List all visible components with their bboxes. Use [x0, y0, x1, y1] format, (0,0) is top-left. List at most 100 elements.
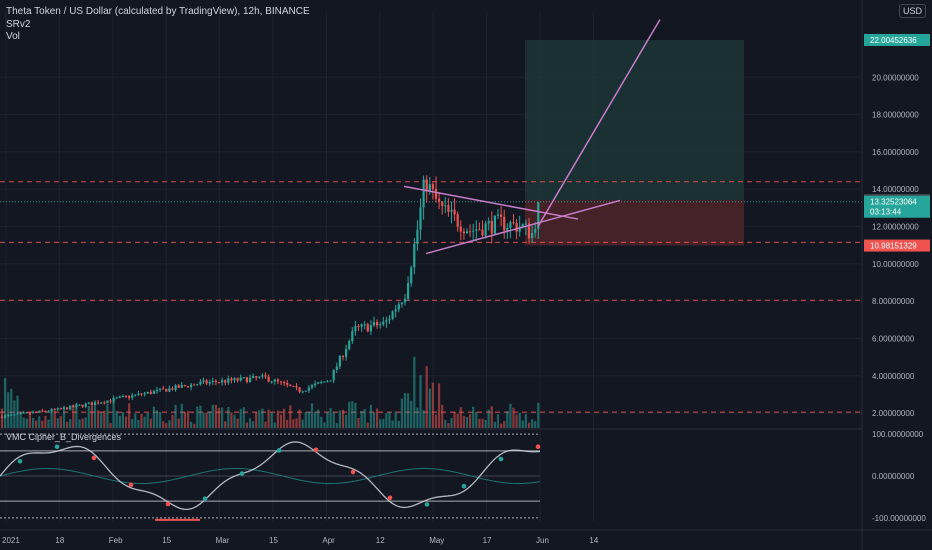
volume-bar [301, 419, 304, 428]
currency-badge[interactable]: USD [898, 4, 926, 18]
candle-body [329, 380, 332, 382]
volume-bar [354, 402, 357, 428]
candle-body [515, 222, 518, 232]
price-tick-label: 8.00000000 [872, 297, 915, 306]
candle-body [453, 209, 456, 215]
price-label-text: 03:13:44 [870, 208, 902, 217]
volume-bar [289, 405, 292, 428]
candle-body [103, 402, 106, 404]
volume-bar [314, 411, 317, 428]
price-axis[interactable]: 2.00000000 4.00000000 6.00000000 8.00000000… [861, 0, 932, 550]
candle-body [304, 390, 307, 392]
volume-bar [407, 393, 410, 428]
candle-body [159, 388, 162, 390]
candle-body [354, 325, 357, 332]
volume-bar [403, 393, 407, 428]
price-tick-label: 16.00000000 [872, 148, 919, 157]
candle-body [320, 381, 323, 383]
candle-body [295, 385, 298, 388]
indicator-srv2[interactable]: SRv2 [6, 18, 31, 30]
candle-body [140, 393, 143, 395]
volume-bar [19, 412, 22, 428]
volume-bar [41, 420, 44, 428]
volume-bar [124, 416, 128, 428]
time-tick-label: 15 [162, 536, 171, 545]
volume-bar [106, 403, 109, 428]
price-tick-label: 10.00000000 [872, 260, 919, 269]
candle-body [69, 405, 72, 410]
candle-body [214, 380, 217, 383]
candle-body [363, 324, 366, 326]
indicator-vol[interactable]: Vol [6, 31, 20, 42]
volume-bar [7, 392, 10, 428]
volume-bar [531, 419, 534, 428]
candle-body [168, 388, 171, 392]
volume-bar [227, 407, 230, 428]
candle-body [38, 410, 41, 413]
cipher-dot [128, 482, 134, 488]
candle-body [428, 184, 431, 192]
candle-body [248, 377, 252, 383]
price-tick-label: 14.00000000 [872, 185, 919, 194]
volume-bar [428, 388, 431, 428]
volume-bar [382, 418, 385, 428]
candle-body [462, 231, 465, 234]
candle-body [407, 283, 410, 299]
candle-body [134, 394, 137, 396]
candle-body [106, 400, 109, 403]
candle-body [323, 381, 326, 383]
volume-bar [72, 405, 75, 428]
volume-bar [31, 417, 35, 428]
volume-bar [506, 411, 509, 428]
volume-bar [509, 403, 512, 428]
volume-bar [462, 416, 465, 428]
candle-body [434, 188, 438, 199]
volume-bar [208, 411, 211, 428]
time-axis[interactable]: 2021 18 Feb 15 Mar 15 Apr 12 May 17 Jun 14 [0, 529, 932, 545]
volume-bar [239, 408, 242, 428]
candle-body [7, 415, 10, 417]
volume-bar [28, 412, 31, 428]
volume-bar [143, 416, 146, 428]
price-tick-label: 12.00000000 [872, 223, 919, 232]
volume-bar [537, 402, 540, 428]
candle-body [478, 229, 481, 231]
volume-bar [267, 409, 270, 428]
candle-body [118, 396, 121, 398]
candle-body [180, 385, 183, 388]
candle-body [524, 223, 527, 225]
stop-zone [525, 200, 744, 246]
volume-bar [345, 415, 348, 428]
candle-body [0, 416, 4, 418]
volume-bar [323, 422, 326, 428]
candle-body [487, 220, 490, 224]
candle-body [143, 393, 146, 395]
volume-bar [450, 418, 453, 428]
candle-body [410, 267, 413, 284]
trendlines [403, 19, 661, 255]
candle-body [376, 321, 379, 326]
candle-body [397, 304, 400, 310]
cipher-b-title[interactable]: VMC Cipher_B_Divergences [6, 432, 122, 442]
volume-bar [211, 404, 214, 428]
candle-body [348, 341, 351, 350]
volume-bar [171, 414, 174, 428]
volume-bar [4, 378, 7, 428]
volume-bar [183, 412, 186, 428]
candle-body [283, 381, 286, 384]
candle-body [221, 380, 224, 383]
volume-bar [397, 420, 400, 428]
candle-body [224, 380, 227, 383]
candle-body [307, 387, 310, 391]
volume-bar [348, 401, 351, 428]
volume-bar [304, 411, 307, 428]
volume-bar [174, 404, 177, 428]
volume-bar [25, 418, 28, 428]
volume-bar [484, 419, 487, 428]
cipher-dot [387, 495, 393, 501]
volume-bar [146, 412, 149, 428]
symbol-title[interactable]: Theta Token / US Dollar (calculated by T… [6, 6, 310, 17]
candle-body [233, 378, 236, 381]
candle-body [372, 321, 376, 326]
